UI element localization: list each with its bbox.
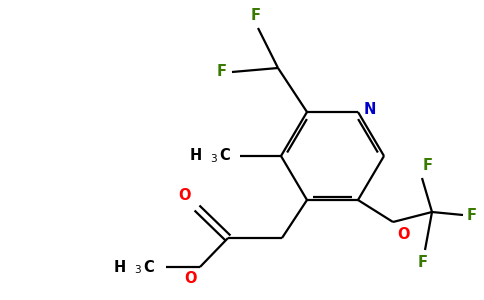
Text: N: N (364, 103, 377, 118)
Text: O: O (397, 227, 409, 242)
Text: C: C (219, 148, 230, 164)
Text: 3: 3 (134, 265, 141, 275)
Text: F: F (251, 8, 261, 23)
Text: H: H (114, 260, 126, 274)
Text: F: F (418, 255, 428, 270)
Text: O: O (184, 271, 197, 286)
Text: C: C (143, 260, 154, 274)
Text: 3: 3 (210, 154, 217, 164)
Text: H: H (190, 148, 202, 164)
Text: O: O (179, 188, 191, 203)
Text: F: F (217, 64, 227, 80)
Text: F: F (423, 158, 433, 173)
Text: F: F (467, 208, 477, 223)
